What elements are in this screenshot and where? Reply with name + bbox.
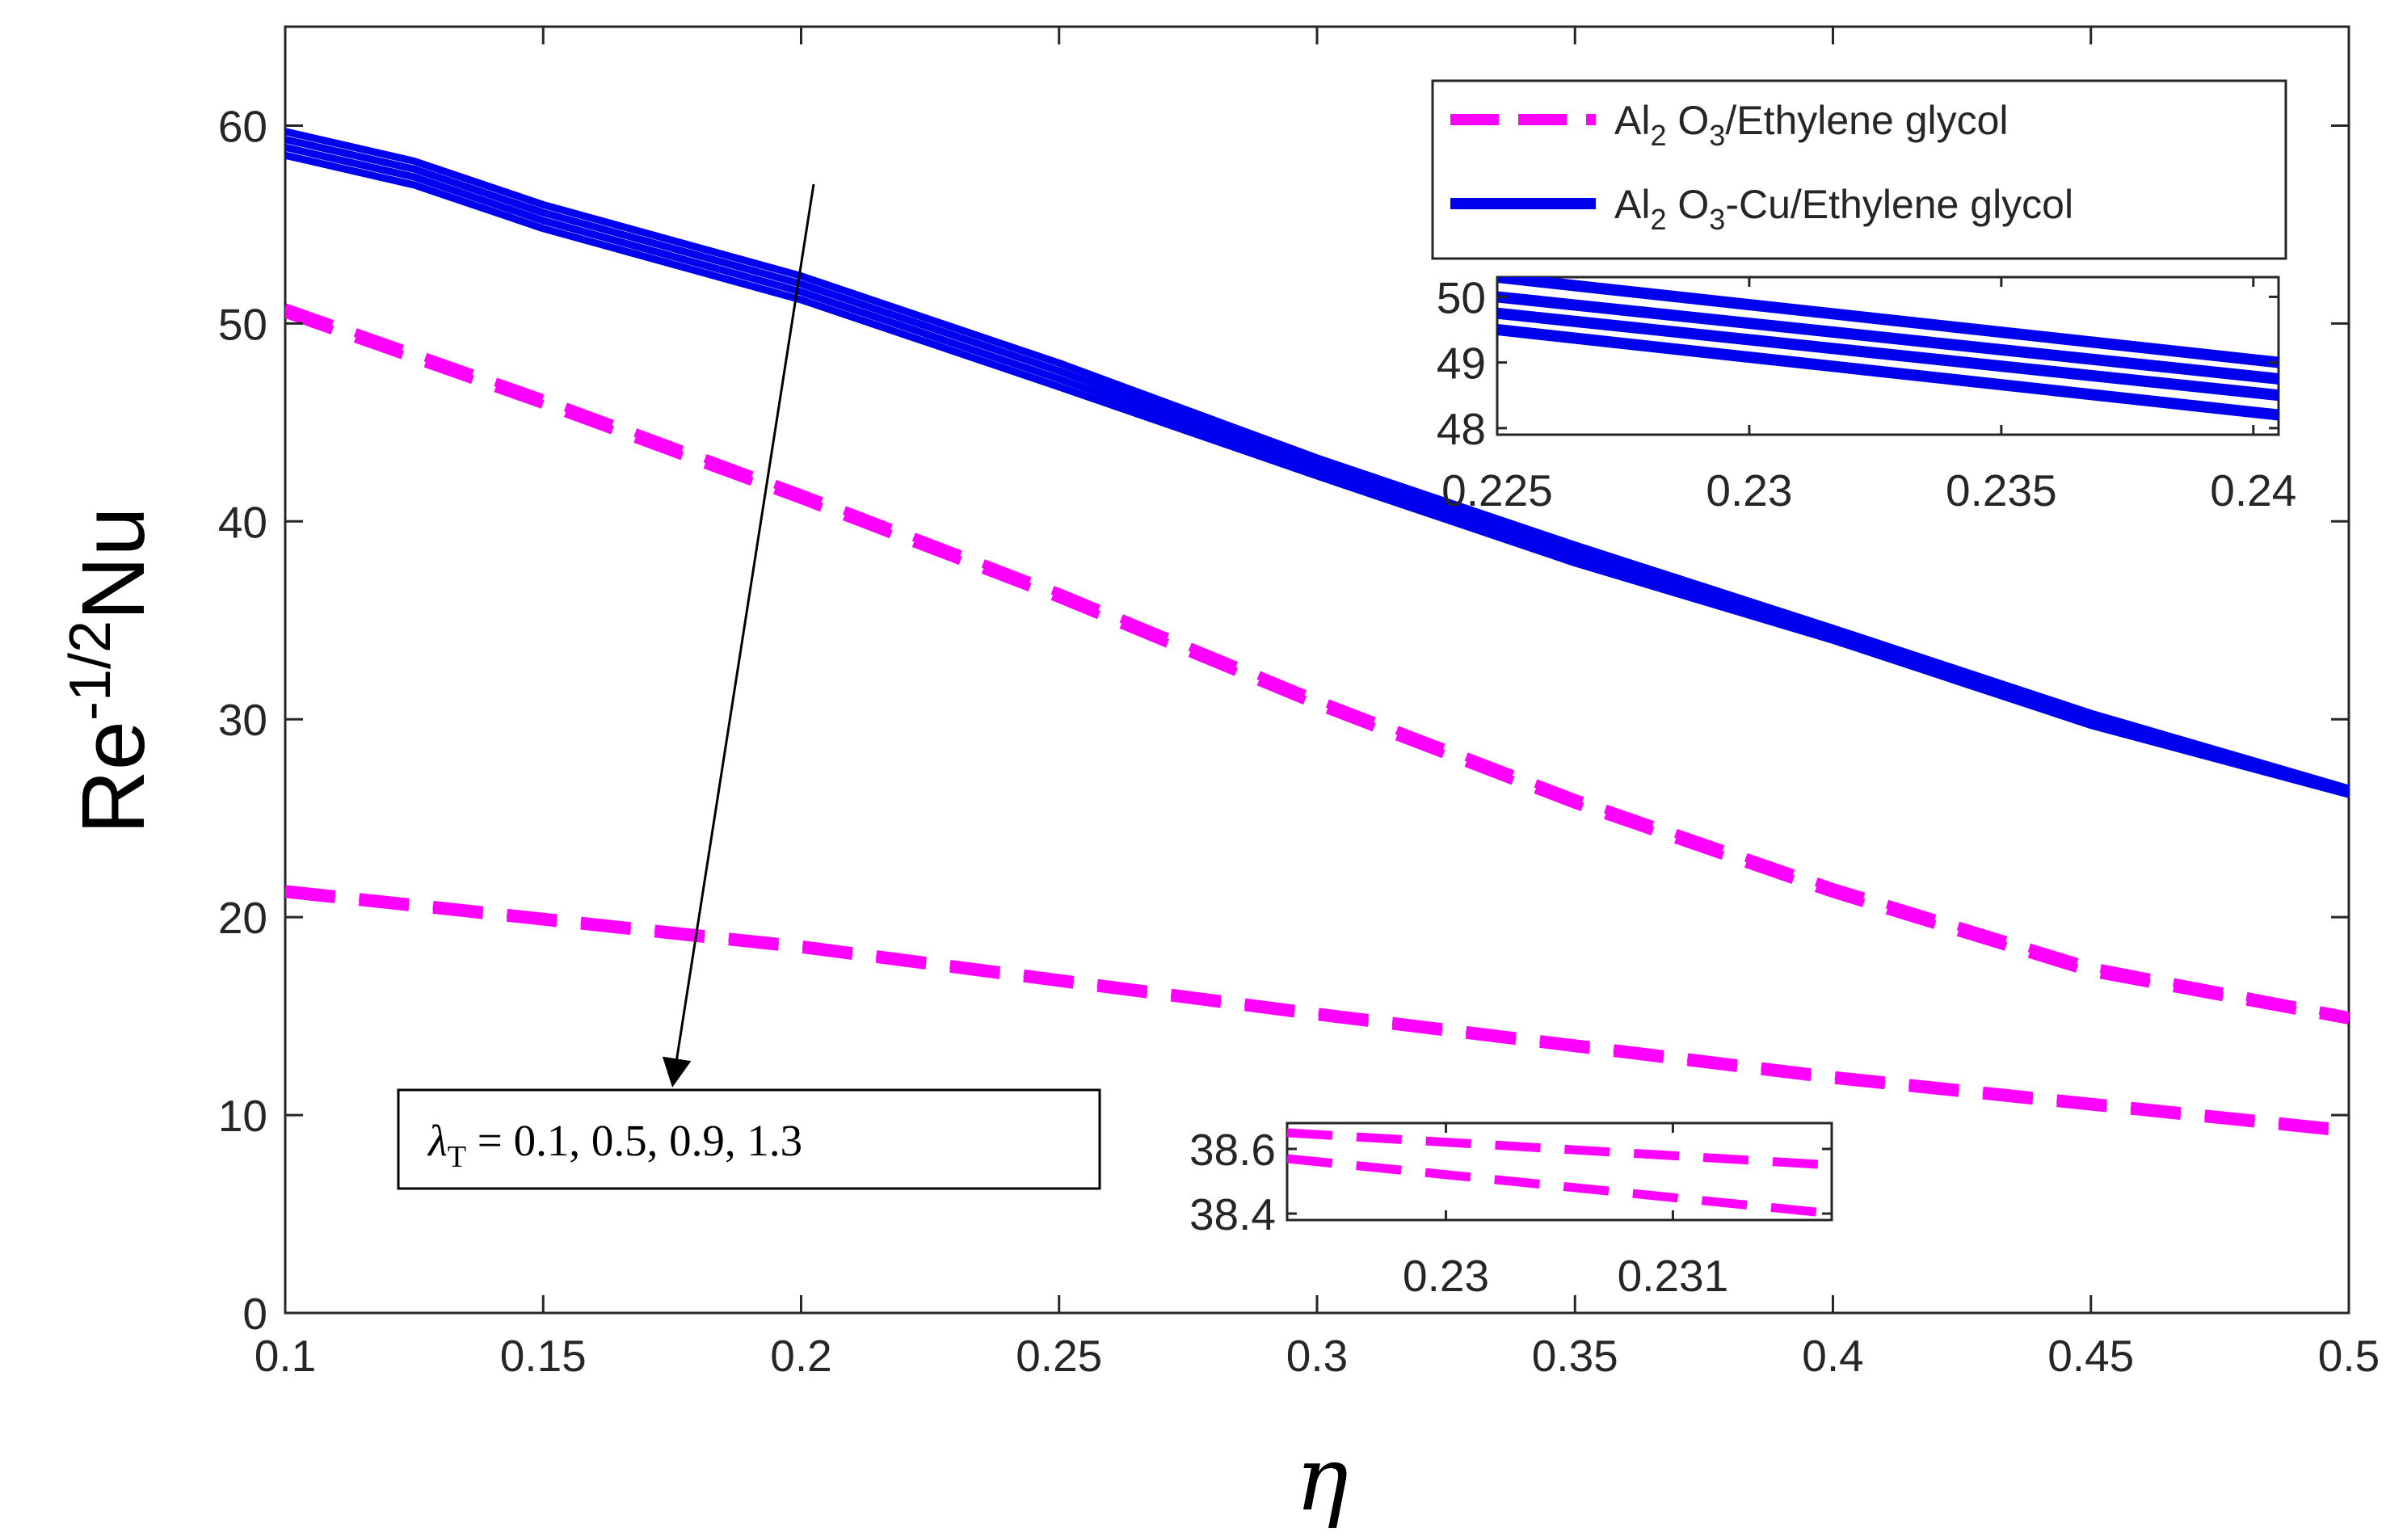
x-tick-label: 0.25: [1016, 1331, 1102, 1381]
inset-blue-x-tick-label: 0.23: [1706, 465, 1792, 515]
x-tick-label: 0.35: [1532, 1331, 1618, 1381]
y-axis-label-tail: Nu: [64, 507, 163, 621]
x-tick-label: 0.4: [1802, 1331, 1863, 1381]
inset-magenta-x-tick-label: 0.23: [1403, 1251, 1489, 1301]
inset-magenta-y-tick-label: 38.6: [1189, 1125, 1276, 1175]
x-axis-label: η: [1295, 1427, 1349, 1530]
chart: 0.1 0.15 0.2 0.25 0.3 0.35 0.4 0.45 0.5 01020304…: [0, 0, 2407, 1540]
lambda-symbol: λ: [427, 1116, 448, 1165]
x-tick-label: 0.45: [2047, 1331, 2134, 1381]
x-tick-label: 0.5: [2318, 1331, 2380, 1381]
inset-blue-y-tick-label: 50: [1437, 272, 1486, 322]
y-axis-label-base: Re: [64, 721, 163, 835]
lambda-subscript: T: [448, 1140, 466, 1174]
x-tick-label: 0.3: [1286, 1331, 1348, 1381]
y-tick-label: 50: [218, 299, 267, 349]
legend: Al2 O3/Ethylene glycol Al2 O3-Cu/Ethylen…: [1433, 81, 2286, 259]
lambda-values: = 0.1, 0.5, 0.9, 1.3: [466, 1116, 802, 1165]
y-tick-label: 60: [218, 101, 267, 151]
inset-magenta-x-tick-label: 0.231: [1618, 1251, 1729, 1301]
y-axis-label: Re-1/2Nu: [58, 507, 163, 834]
inset-blue-y-tick-label: 48: [1437, 404, 1486, 454]
y-tick-label: 30: [218, 695, 267, 745]
inset-blue-x-tick-label: 0.235: [1946, 465, 2057, 515]
y-tick-label: 40: [218, 497, 267, 547]
inset-blue-x-tick-label: 0.225: [1441, 465, 1553, 515]
inset-magenta-y-tick-label: 38.4: [1189, 1189, 1276, 1239]
y-tick-label: 0: [242, 1289, 267, 1339]
y-tick-label: 20: [218, 893, 267, 943]
y-axis-label-superscript: -1/2: [58, 621, 123, 721]
lambda-annotation: λT = 0.1, 0.5, 0.9, 1.3: [398, 1090, 1100, 1189]
y-tick-label: 10: [218, 1091, 267, 1141]
inset-blue-y-tick-label: 49: [1437, 339, 1486, 389]
x-tick-label: 0.15: [500, 1331, 587, 1381]
x-tick-label: 0.2: [770, 1331, 831, 1381]
inset-blue-x-tick-label: 0.24: [2210, 465, 2296, 515]
